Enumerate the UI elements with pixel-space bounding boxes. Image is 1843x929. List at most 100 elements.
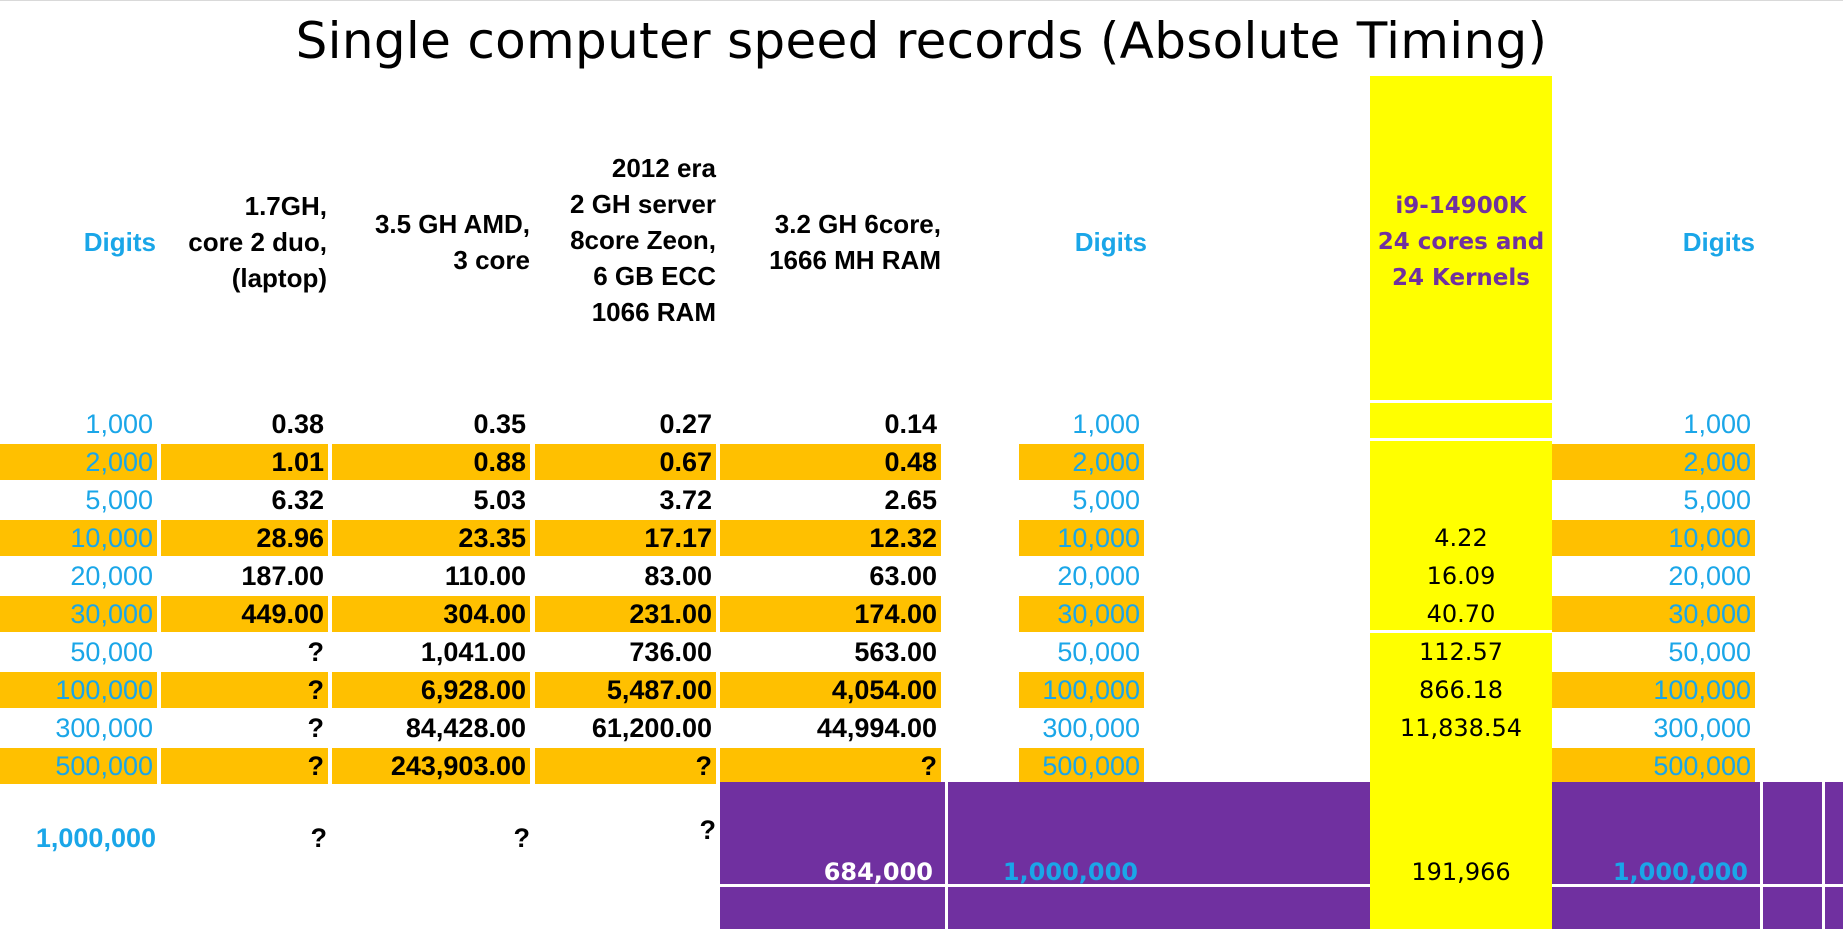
row-highlight	[161, 520, 328, 556]
cell-digits: 100,000	[55, 675, 153, 705]
header-digits: Digits	[83, 227, 156, 257]
purple-separator	[1822, 782, 1825, 929]
cell-xeon: 736.00	[629, 637, 712, 667]
last-row-digits-3: 1,000,000	[1612, 858, 1748, 886]
row-highlight	[720, 672, 941, 708]
i9-column-separator	[1370, 630, 1552, 633]
last-row-digits-2: 1,000,000	[1002, 858, 1138, 886]
cell-digits-2: 30,000	[1057, 599, 1140, 629]
cell-6core: 44,994.00	[816, 713, 937, 743]
cell-6core: 563.00	[854, 637, 937, 667]
cell-digits-2: 100,000	[1042, 675, 1140, 705]
header-line: 2 GH server	[570, 189, 716, 219]
header-line: i9-14900K	[1395, 193, 1527, 219]
header-line: 24 Kernels	[1392, 265, 1530, 291]
row-highlight	[161, 672, 328, 708]
cell-digits-2: 300,000	[1042, 713, 1140, 743]
row-highlight	[1019, 672, 1144, 708]
row-highlight	[1019, 520, 1144, 556]
header-line: 1066 RAM	[591, 297, 716, 327]
cell-amd: 6,928.00	[420, 675, 526, 705]
row-highlight	[332, 444, 530, 480]
sheet-top-border	[0, 0, 1843, 1]
row-highlight	[1019, 748, 1144, 784]
cell-i9	[1370, 406, 1552, 442]
cell-digits-3: 100,000	[1653, 675, 1751, 705]
cell-digits-2: 2,000	[1072, 447, 1140, 477]
cell-i9: 40.70	[1426, 600, 1496, 628]
cell-digits: 5,000	[85, 485, 153, 515]
i9-column-highlight	[1370, 76, 1552, 929]
i9-column-separator	[1370, 438, 1552, 441]
purple-block-left	[720, 782, 1370, 929]
row-highlight	[720, 748, 941, 784]
purple-separator	[720, 884, 1370, 887]
cell-digits-2: 5,000	[1072, 485, 1140, 515]
cell-amd: 0.88	[473, 447, 526, 477]
header-line: 3 core	[453, 245, 530, 275]
cell-6core: 2.65	[884, 485, 937, 515]
row-highlight	[1019, 444, 1144, 480]
cell-i9	[1370, 444, 1552, 480]
cell-6core: 4,054.00	[831, 675, 937, 705]
row-highlight	[535, 748, 716, 784]
purple-block-right	[1552, 782, 1843, 929]
last-row-xeon: ?	[699, 815, 717, 845]
header-line: (laptop)	[231, 263, 327, 293]
cell-amd: 5.03	[473, 485, 526, 515]
row-highlight	[0, 596, 157, 632]
cell-amd: 23.35	[458, 523, 526, 553]
cell-digits: 300,000	[55, 713, 153, 743]
row-highlight	[0, 520, 157, 556]
last-row-laptop: ?	[310, 823, 328, 853]
row-highlight	[1552, 444, 1755, 480]
header-line: 24 cores and	[1377, 229, 1545, 255]
cell-laptop: 449.00	[241, 599, 324, 629]
cell-amd: 1,041.00	[420, 637, 526, 667]
cell-i9: 4.22	[1434, 524, 1488, 552]
cell-digits: 500,000	[55, 751, 153, 781]
header-line: 8core Zeon,	[570, 225, 716, 255]
purple-separator	[945, 782, 948, 929]
cell-digits-2: 50,000	[1057, 637, 1140, 667]
cell-digits: 30,000	[70, 599, 153, 629]
cell-6core: 63.00	[869, 561, 937, 591]
cell-i9	[1370, 482, 1552, 518]
cell-laptop: 6.32	[271, 485, 324, 515]
cell-digits: 2,000	[85, 447, 153, 477]
cell-digits: 10,000	[70, 523, 153, 553]
cell-laptop: ?	[307, 637, 325, 667]
page-title: Single computer speed records (Absolute …	[295, 12, 1548, 70]
header-amd: 3.5 GH AMD, 3 core	[340, 206, 530, 278]
cell-xeon: 3.72	[659, 485, 712, 515]
row-highlight	[161, 748, 328, 784]
header-digits-2: Digits	[1074, 227, 1147, 257]
i9-column-separator	[1370, 400, 1552, 403]
cell-amd: 84,428.00	[405, 713, 526, 743]
cell-6core: 0.14	[884, 409, 937, 439]
cell-xeon: ?	[695, 751, 713, 781]
purple-separator	[1552, 884, 1843, 887]
cell-6core: 0.48	[884, 447, 937, 477]
row-highlight	[161, 444, 328, 480]
cell-digits-2: 500,000	[1042, 751, 1140, 781]
cell-i9: 866.18	[1419, 676, 1503, 704]
header-line: 3.2 GH 6core,	[774, 209, 941, 239]
cell-amd: 304.00	[443, 599, 526, 629]
row-highlight	[720, 596, 941, 632]
row-highlight	[332, 596, 530, 632]
row-highlight	[1552, 520, 1755, 556]
row-highlight	[1552, 596, 1755, 632]
row-highlight	[1552, 672, 1755, 708]
header-i9: i9-14900K 24 cores and 24 Kernels	[1370, 188, 1552, 296]
row-highlight	[535, 444, 716, 480]
header-laptop: 1.7GH, core 2 duo, (laptop)	[160, 188, 327, 296]
row-highlight	[332, 672, 530, 708]
cell-6core: 12.32	[869, 523, 937, 553]
cell-laptop: ?	[307, 751, 325, 781]
cell-6core: 174.00	[854, 599, 937, 629]
cell-digits-3: 10,000	[1668, 523, 1751, 553]
header-line: 1.7GH,	[244, 191, 327, 221]
cell-amd: 0.35	[473, 409, 526, 439]
cell-laptop: ?	[307, 713, 325, 743]
